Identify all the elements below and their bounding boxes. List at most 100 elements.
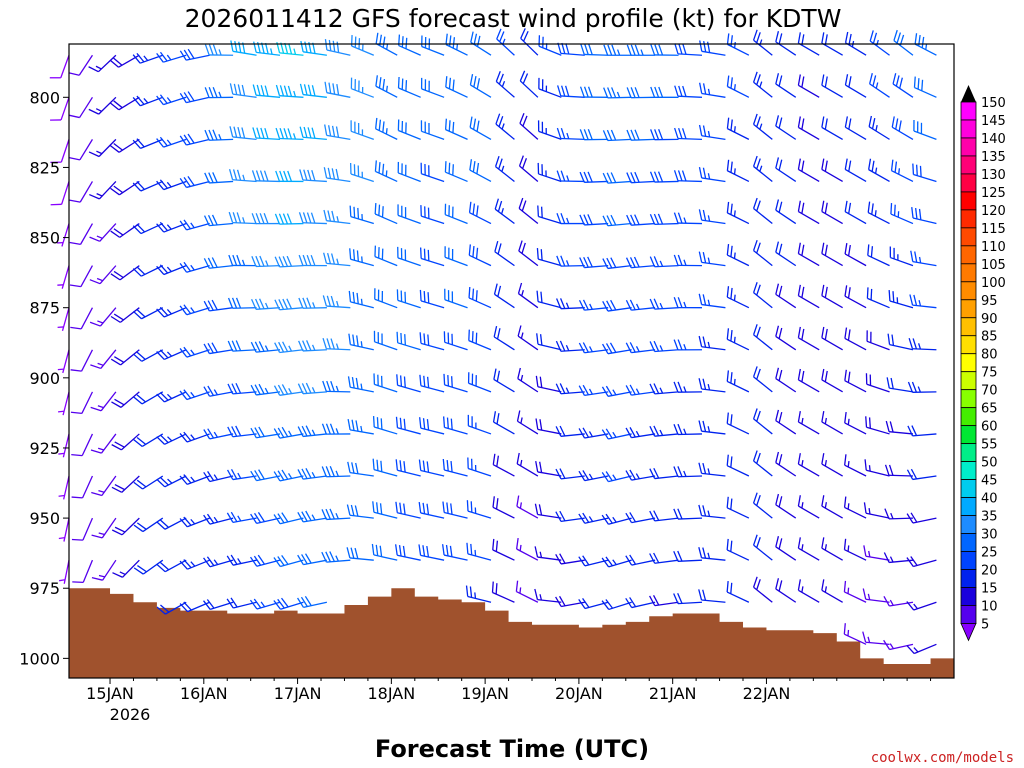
colorbar-swatch: [960, 137, 977, 157]
wind-barb: [698, 547, 726, 561]
wind-barb: [625, 554, 656, 566]
colorbar-label: 105: [981, 258, 1006, 273]
wind-barb: [775, 493, 797, 519]
wind-barb: [673, 339, 702, 351]
wind-barb: [601, 385, 632, 397]
wind-barb: [797, 326, 820, 351]
wind-barb: [203, 428, 234, 440]
wind-barb: [132, 307, 164, 320]
wind-barb: [374, 202, 398, 225]
wind-barb: [726, 496, 750, 519]
wind-barb: [58, 475, 70, 500]
wind-barb: [322, 295, 351, 309]
wind-barb: [349, 205, 374, 225]
wind-barb: [71, 433, 94, 457]
x-tick-label: 20JAN: [555, 684, 603, 703]
wind-barb: [226, 468, 257, 481]
wind-barb: [821, 74, 843, 98]
colorbar-label: 85: [981, 330, 998, 345]
wind-barb: [372, 501, 398, 519]
wind-barb: [625, 299, 656, 311]
x-tick-label: 18JAN: [367, 684, 415, 703]
wind-barb: [869, 30, 890, 56]
wind-barb: [650, 129, 679, 141]
wind-barb: [179, 346, 210, 358]
wind-barb: [892, 73, 914, 98]
wind-barb: [72, 559, 94, 584]
wind-barb: [397, 119, 421, 140]
wind-barb: [775, 241, 797, 267]
wind-barb: [884, 464, 913, 477]
wind-barb: [347, 461, 374, 477]
wind-barb: [910, 250, 937, 267]
wind-barb: [57, 265, 70, 289]
wind-barb: [864, 459, 890, 477]
colorbar-label: 35: [981, 510, 998, 525]
terrain-layer: [69, 588, 954, 678]
wind-barb: [349, 248, 374, 267]
wind-barb: [70, 391, 94, 415]
colorbar-swatch: [960, 389, 977, 409]
wind-barb: [888, 290, 914, 309]
wind-barb: [649, 256, 679, 268]
wind-barb: [698, 589, 726, 603]
wind-barb: [273, 597, 304, 610]
wind-barb: [395, 501, 421, 519]
wind-barb: [890, 203, 914, 225]
wind-barb: [110, 349, 140, 366]
wind-barb: [203, 599, 234, 611]
wind-barb: [111, 517, 140, 536]
wind-barb: [110, 180, 140, 196]
colorbar-label: 55: [981, 438, 998, 453]
colorbar-label: 40: [981, 492, 998, 507]
wind-barb: [626, 171, 656, 184]
colorbar-min-arrow: [960, 623, 977, 642]
wind-barb: [468, 329, 492, 351]
wind-barb: [752, 71, 773, 98]
wind-barb: [673, 550, 703, 562]
wind-barb: [374, 245, 398, 267]
colorbar-label: 100: [981, 276, 1006, 291]
wind-barb: [298, 254, 327, 267]
wind-barb: [578, 342, 609, 354]
wind-barb: [821, 537, 843, 561]
wind-barb: [579, 256, 609, 269]
wind-barb: [884, 508, 913, 520]
wind-barb: [374, 288, 398, 309]
wind-barb: [227, 425, 257, 438]
wind-barb: [906, 643, 937, 655]
wind-barb: [323, 252, 351, 267]
wind-barb: [132, 180, 164, 192]
wind-barb: [797, 495, 820, 519]
x-tick-label: 22JAN: [743, 684, 791, 703]
wind-barb: [492, 538, 515, 561]
y-tick-label: 1000: [19, 649, 60, 668]
wind-barb: [516, 495, 539, 519]
wind-barb: [275, 127, 304, 141]
chart-title: 2026011412 GFS forecast wind profile (kt…: [185, 4, 842, 33]
wind-barb: [649, 383, 679, 395]
colorbar-label: 90: [981, 312, 998, 327]
colorbar-swatch: [960, 587, 977, 606]
wind-barb: [179, 48, 210, 61]
wind-barb: [350, 120, 374, 140]
wind-barb: [109, 138, 140, 153]
wind-barb: [889, 246, 914, 267]
colorbar-label: 130: [981, 168, 1006, 183]
wind-barb: [88, 54, 117, 73]
wind-barb: [203, 257, 234, 269]
colorbar-label: 80: [981, 348, 998, 363]
wind-barb: [602, 129, 632, 142]
wind-barb: [602, 214, 632, 227]
colorbar-label: 20: [981, 563, 998, 578]
x-tick-label: 21JAN: [649, 684, 697, 703]
wind-barb: [156, 136, 187, 148]
wind-barb: [179, 261, 210, 273]
wind-barb: [578, 427, 609, 439]
wind-barb: [469, 73, 492, 98]
wind-barb: [797, 116, 820, 140]
wind-barb: [698, 420, 726, 435]
wind-barb: [469, 159, 492, 183]
wind-barb: [465, 585, 492, 603]
colorbar-swatch: [960, 551, 977, 570]
